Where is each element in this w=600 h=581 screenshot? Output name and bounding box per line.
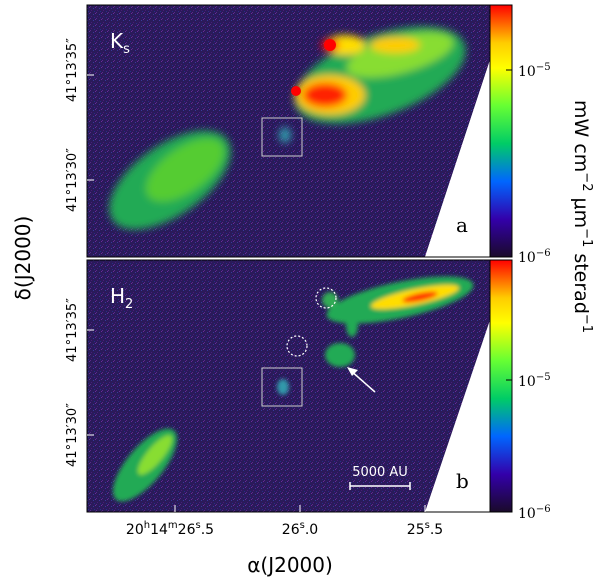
h2-panel-letter: b [456, 469, 469, 493]
tick-marks [87, 74, 426, 512]
colorbar-unit-label: mW cm−2 μm−1 sterad−1 [570, 100, 594, 333]
colorbar-top-low: 10−6 [518, 248, 551, 266]
h2-scalebar-label: 5000 AU [352, 465, 408, 480]
colorbar-bottom [489, 259, 513, 513]
h2-circle-marker [286, 335, 308, 357]
y-tick-bottom-1: 41°13′35″ [65, 298, 80, 362]
colorbar-top-high: 10−5 [518, 62, 551, 80]
y-tick-bottom-2: 41°13′30″ [65, 403, 80, 467]
h2-emission [112, 276, 474, 502]
h2-circle-marker [315, 287, 337, 309]
panel-h2: 5000 AU H2 b [86, 259, 491, 513]
x-tick-1: 20h14m26s.5 [126, 520, 214, 538]
h2-source-box [261, 367, 303, 407]
ks-panel-letter: a [456, 213, 468, 237]
colorbar-bottom-low: 10−6 [518, 504, 551, 522]
y-axis-label: δ(J2000) [11, 216, 35, 301]
panel-ks: Ks a [86, 4, 491, 258]
h2-arrow [347, 367, 376, 393]
h2-no-data-region [425, 320, 490, 512]
x-tick-2: 26s.0 [282, 520, 318, 538]
x-tick-3: 25s.5 [407, 520, 443, 538]
ks-source-box [261, 117, 303, 157]
y-tick-top-1: 41°13′35″ [65, 38, 80, 102]
colorbar-bottom-high: 10−5 [518, 372, 551, 390]
x-axis-label: α(J2000) [247, 553, 333, 577]
y-tick-top-2: 41°13′30″ [65, 148, 80, 212]
colorbar-top [489, 4, 513, 258]
